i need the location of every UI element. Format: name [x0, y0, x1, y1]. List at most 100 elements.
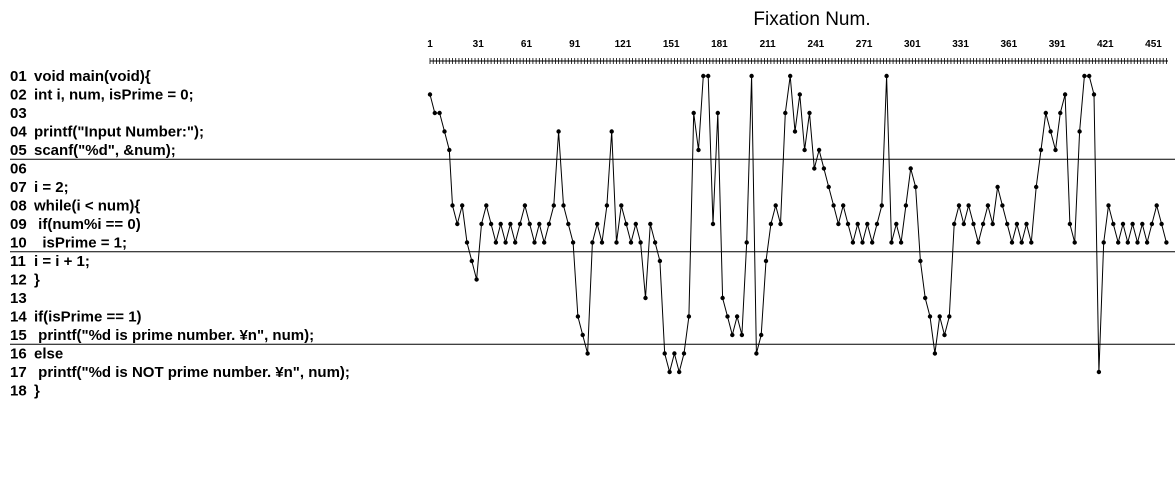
- data-point: [672, 351, 677, 356]
- code-line-number: 06: [10, 161, 27, 178]
- source-code-panel: 01 void main(void){02 int i, num, isPrime …: [10, 68, 350, 400]
- data-point: [442, 129, 447, 134]
- code-line-text: printf("Input Number:");: [34, 124, 204, 141]
- data-point: [908, 166, 913, 171]
- data-point: [754, 351, 759, 356]
- data-point: [580, 332, 585, 338]
- x-tick-label: 421: [1097, 39, 1114, 50]
- data-point: [865, 221, 870, 227]
- data-point: [898, 240, 904, 245]
- data-point: [691, 110, 696, 116]
- data-point: [831, 203, 836, 208]
- code-line-number: 05: [10, 142, 27, 159]
- data-point: [913, 184, 918, 190]
- data-point: [590, 240, 595, 245]
- data-point: [1082, 73, 1087, 79]
- data-point: [551, 203, 556, 208]
- data-point: [652, 240, 658, 245]
- series-line: [429, 75, 1167, 374]
- data-point: [455, 221, 460, 227]
- data-point: [860, 240, 865, 245]
- data-point: [522, 203, 528, 208]
- plot-area: [427, 73, 1169, 375]
- data-point: [677, 369, 682, 375]
- data-point: [816, 147, 822, 153]
- data-point: [792, 129, 798, 134]
- data-point: [513, 240, 518, 245]
- data-point: [826, 184, 831, 190]
- data-point: [706, 73, 711, 79]
- data-point: [575, 314, 581, 319]
- data-point: [734, 314, 740, 319]
- data-point: [1053, 147, 1058, 153]
- x-tick-label: 271: [856, 39, 873, 50]
- data-point: [609, 129, 614, 134]
- data-point: [942, 332, 947, 338]
- data-point: [759, 332, 764, 338]
- data-point: [1000, 203, 1005, 208]
- data-point: [517, 221, 523, 227]
- data-point: [889, 240, 894, 245]
- data-point: [604, 203, 610, 208]
- data-point: [657, 258, 663, 264]
- x-tick-label: 361: [1000, 39, 1017, 50]
- x-axis-ticks: 1 31 61 91 121 151 181 211 241 271 301 331 361 391 421…: [427, 39, 1168, 64]
- data-point: [1077, 129, 1082, 134]
- code-line-text: int i, num, isPrime = 0;: [34, 87, 194, 104]
- code-line-number: 15: [10, 327, 27, 344]
- code-line-number: 09: [10, 216, 27, 233]
- code-line-number: 12: [10, 272, 27, 289]
- x-tick-label: 451: [1145, 39, 1162, 50]
- data-point: [720, 295, 725, 301]
- x-axis-title: Fixation Num.: [753, 9, 870, 30]
- data-point: [681, 351, 687, 356]
- code-line-number: 04: [10, 124, 27, 141]
- data-point: [460, 203, 465, 208]
- data-point: [923, 295, 928, 301]
- data-point: [1106, 203, 1111, 208]
- data-point: [633, 221, 638, 227]
- data-point: [845, 221, 851, 227]
- data-point: [628, 240, 634, 245]
- data-point: [1014, 221, 1020, 227]
- x-tick-label: 151: [663, 39, 680, 50]
- x-tick-label: 1: [427, 39, 433, 50]
- x-tick-label: 91: [569, 39, 581, 50]
- data-point: [725, 314, 730, 319]
- data-point: [488, 221, 494, 227]
- data-point: [971, 221, 976, 227]
- data-point: [1096, 369, 1102, 375]
- data-point: [932, 351, 938, 356]
- data-point: [1159, 221, 1164, 227]
- data-point: [1087, 73, 1092, 79]
- data-point: [937, 314, 942, 319]
- code-line-number: 13: [10, 290, 27, 307]
- data-point: [995, 184, 1000, 190]
- data-point: [599, 240, 605, 245]
- code-line-number: 17: [10, 364, 27, 381]
- data-point: [744, 240, 749, 245]
- x-tick-label: 241: [808, 39, 825, 50]
- data-point: [812, 166, 817, 171]
- code-line-text: while(i < num){: [33, 198, 140, 215]
- x-tick-label: 121: [615, 39, 632, 50]
- x-tick-label: 61: [521, 39, 533, 50]
- data-point: [773, 203, 778, 208]
- data-point: [1043, 110, 1049, 116]
- data-point: [508, 221, 513, 227]
- x-tick-label: 31: [473, 39, 485, 50]
- data-point: [542, 240, 547, 245]
- data-point: [498, 221, 503, 227]
- data-point: [947, 314, 952, 319]
- data-point: [662, 351, 667, 356]
- data-point: [710, 221, 716, 227]
- code-line-text: scanf("%d", &num);: [34, 142, 176, 159]
- data-point: [836, 221, 841, 227]
- data-point: [484, 203, 489, 208]
- data-point: [614, 240, 619, 245]
- data-point: [821, 166, 827, 171]
- data-point: [570, 240, 576, 245]
- data-point: [763, 258, 769, 264]
- data-point: [783, 110, 788, 116]
- data-point: [778, 221, 783, 227]
